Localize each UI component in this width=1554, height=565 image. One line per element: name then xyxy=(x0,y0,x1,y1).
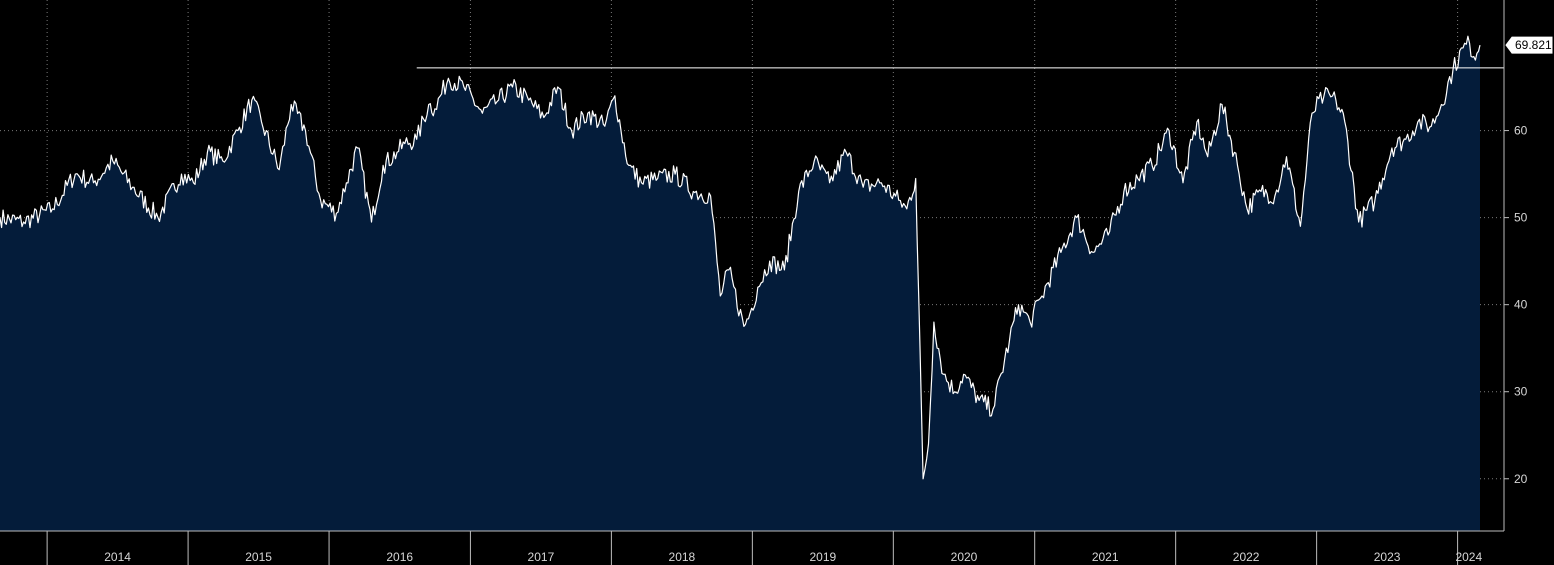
x-tick-label: 2016 xyxy=(386,550,413,564)
x-tick-label: 2017 xyxy=(528,550,555,564)
x-tick-label: 2014 xyxy=(104,550,131,564)
y-tick-label: 40 xyxy=(1514,298,1528,312)
series-line xyxy=(0,35,1481,480)
x-tick-label: 2019 xyxy=(809,550,836,564)
y-tick-label: 60 xyxy=(1514,124,1528,138)
y-tick-label: 30 xyxy=(1514,385,1528,399)
x-tick-label: 2024 xyxy=(1455,550,1482,564)
y-tick-label: 50 xyxy=(1514,211,1528,225)
y-ticks: 20 30 40 50 60 xyxy=(1504,124,1528,486)
x-tick-label: 2021 xyxy=(1092,550,1119,564)
last-value-marker: 69.821 xyxy=(1505,36,1553,54)
x-tick-label: 2022 xyxy=(1233,550,1260,564)
x-tick-label: 2018 xyxy=(669,550,696,564)
series-area-fill xyxy=(0,36,1480,531)
x-tick-label: 2015 xyxy=(245,550,272,564)
x-tick-label: 2020 xyxy=(951,550,978,564)
y-tick-label: 20 xyxy=(1514,472,1528,486)
last-value-badge xyxy=(1505,36,1553,54)
x-ticks: 2014 2015 2016 2017 2018 2019 2020 2021 2022 2023… xyxy=(46,531,1482,565)
last-value-label: 69.821 xyxy=(1515,38,1552,52)
data-area xyxy=(0,35,1481,531)
x-tick-label: 2023 xyxy=(1374,550,1401,564)
